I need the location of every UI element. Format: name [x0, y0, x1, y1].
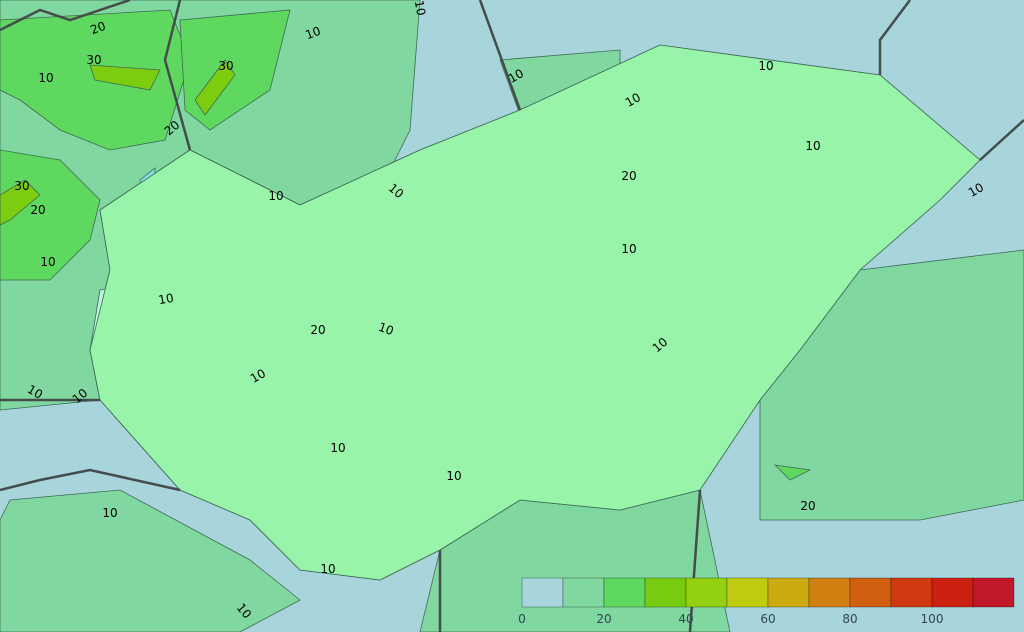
legend-bin: [521, 577, 564, 608]
contour-label: 10: [40, 255, 55, 269]
contour-label: 10: [303, 24, 322, 42]
contour-label: 30: [86, 53, 101, 67]
legend-bin: [767, 577, 810, 608]
color-legend: 0 20 40 60 80 100: [518, 577, 1015, 626]
legend-bin: [808, 577, 851, 608]
contour-label: 10: [330, 441, 345, 455]
legend-tick: 80: [842, 612, 857, 626]
contour-label: 20: [800, 499, 815, 513]
contour-label: 20: [88, 19, 107, 37]
contour-label: 10: [248, 366, 268, 386]
legend-bin: [685, 577, 728, 608]
legend-tick: 20: [596, 612, 611, 626]
contour-label: 20: [30, 203, 45, 217]
contour-label: 10: [25, 382, 45, 402]
contour-label: 30: [218, 59, 233, 73]
contour-label: 10: [506, 66, 526, 86]
contour-label: 10: [623, 90, 643, 110]
contour-label: 10: [621, 242, 636, 256]
contour-label: 10: [102, 506, 117, 520]
legend-tick: 60: [760, 612, 775, 626]
legend-tick: 100: [921, 612, 944, 626]
legend-bin: [931, 577, 974, 608]
contour-label: 10: [446, 469, 461, 483]
legend-bin: [562, 577, 605, 608]
legend-tick: 40: [678, 612, 693, 626]
contour-label: 10: [758, 59, 773, 73]
contour-label: 10: [376, 320, 395, 338]
contour-label: 10: [805, 139, 820, 153]
legend-bin: [603, 577, 646, 608]
contour-label: 10: [157, 291, 174, 307]
contour-label: 10: [38, 71, 53, 85]
contour-label: 10: [412, 0, 428, 17]
legend-bin: [972, 577, 1015, 608]
contour-label: 30: [14, 179, 29, 193]
legend-bin: [644, 577, 687, 608]
contour-label: 20: [310, 323, 325, 337]
contour-label: 20: [621, 169, 636, 183]
legend-bin: [890, 577, 933, 608]
legend-bin: [849, 577, 892, 608]
legend-tick: 0: [518, 612, 526, 626]
contour-label: 10: [320, 562, 335, 576]
legend-bin: [726, 577, 769, 608]
contour-label: 10: [268, 189, 283, 203]
contour-label: 10: [966, 180, 986, 200]
